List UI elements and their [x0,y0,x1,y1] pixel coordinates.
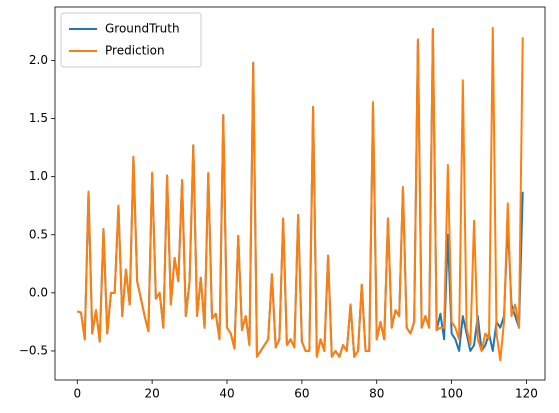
x-tick-label: 20 [144,387,159,401]
legend-label: Prediction [105,44,165,58]
y-tick-label: 0.5 [29,227,48,241]
y-tick-label: −0.5 [19,343,48,357]
x-tick-label: 0 [73,387,81,401]
x-tick-label: 60 [294,387,309,401]
y-tick-label: 1.5 [29,111,48,125]
legend-label: GroundTruth [105,22,180,36]
x-tick-label: 40 [219,387,234,401]
series-line [76,26,524,362]
x-tick-label: 100 [440,387,463,401]
x-tick-label: 120 [515,387,538,401]
plot-frame [54,6,546,381]
y-tick-label: 1.0 [29,169,48,183]
y-tick-label: 2.0 [29,53,48,67]
y-tick-label: 0.0 [29,285,48,299]
legend-box [60,12,202,68]
x-tick-label: 80 [369,387,384,401]
